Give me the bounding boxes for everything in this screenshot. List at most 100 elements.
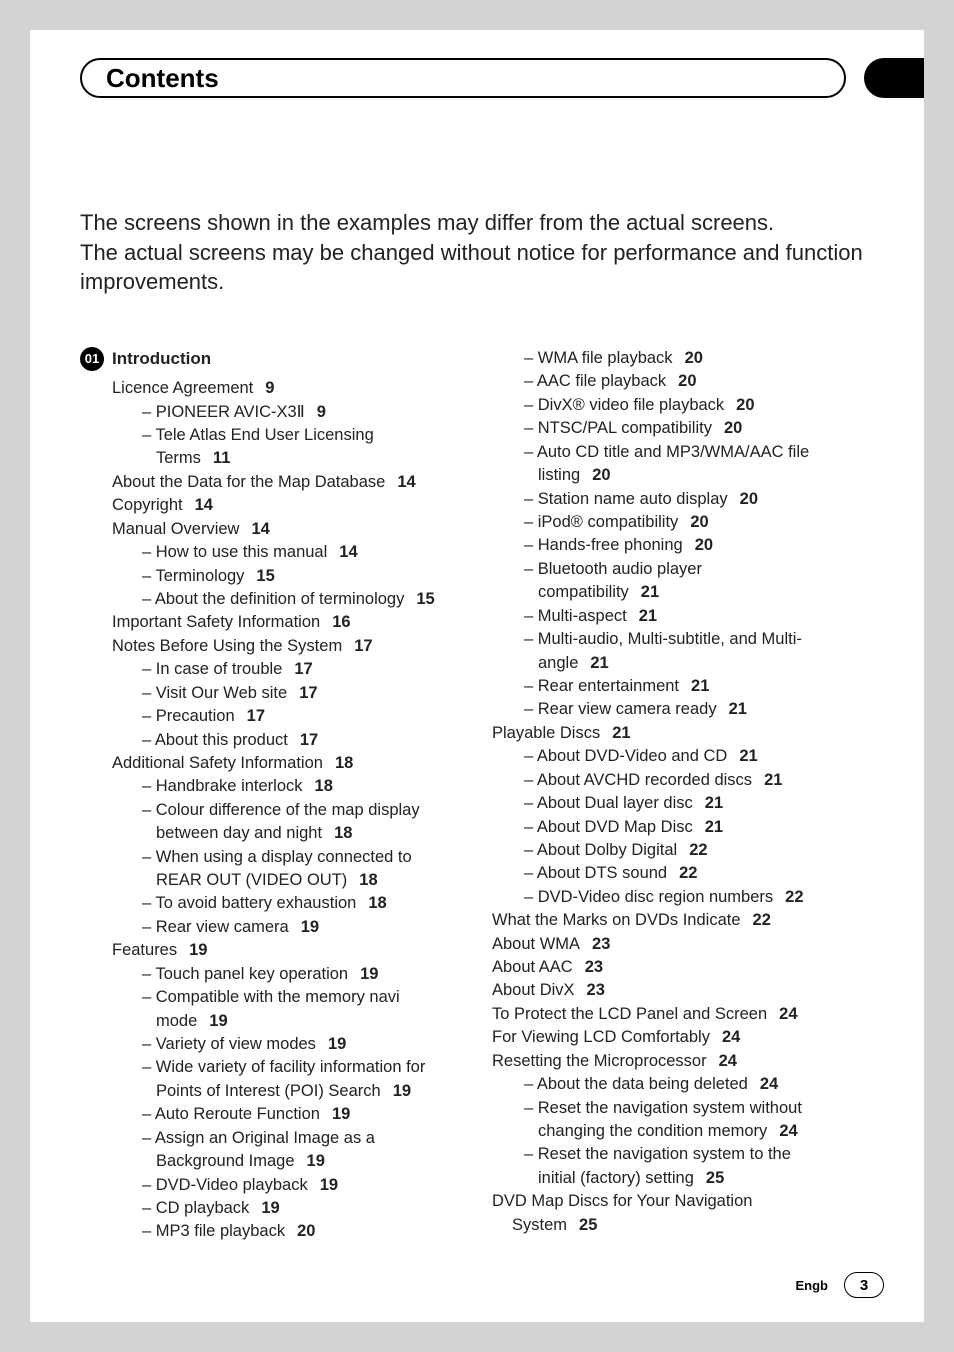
toc-entry-text: Manual Overview (112, 520, 239, 538)
toc-entry-page: 15 (256, 567, 274, 585)
toc-entry-page: 20 (724, 419, 742, 437)
toc-entry: Notes Before Using the System17 (112, 635, 482, 658)
toc-entry: angle21 (538, 652, 894, 675)
toc-entry: About DivX23 (492, 979, 894, 1002)
toc-entry-text: REAR OUT (VIDEO OUT) (156, 871, 347, 889)
toc-entry-page: 23 (592, 935, 610, 953)
toc-entry: To Protect the LCD Panel and Screen24 (492, 1003, 894, 1026)
toc-entry-page: 22 (679, 864, 697, 882)
toc-entry: – MP3 file playback 20 (142, 1220, 482, 1243)
toc-entry-text: – Reset the navigation system to the (524, 1145, 791, 1163)
toc-entry: – About the data being deleted24 (524, 1073, 894, 1096)
toc-entry-text: – Rear view camera ready (524, 700, 717, 718)
toc-entry-page: 20 (695, 536, 713, 554)
toc-entry-text: What the Marks on DVDs Indicate (492, 911, 741, 929)
toc-entry-page: 19 (320, 1176, 338, 1194)
toc-entry: – Compatible with the memory navi (142, 986, 482, 1009)
toc-entry-page: 24 (779, 1122, 797, 1140)
toc-entry-text: Background Image (156, 1152, 295, 1170)
toc-entry: – NTSC/PAL compatibility20 (524, 417, 894, 440)
toc-entry: – Visit Our Web site17 (142, 682, 482, 705)
toc-entry-page: 21 (764, 771, 782, 789)
toc-entry-page: 21 (612, 724, 630, 742)
toc-entry-text: Licence Agreement (112, 379, 253, 397)
toc-entry-text: angle (538, 654, 578, 672)
toc-entry: – About DVD Map Disc21 (524, 816, 894, 839)
toc-entry-page: 21 (705, 818, 723, 836)
toc-entry: – About DTS sound22 (524, 862, 894, 885)
intro-text: The screens shown in the examples may di… (80, 208, 874, 297)
toc-entry-text: – Multi-audio, Multi-subtitle, and Multi… (524, 630, 802, 648)
toc-entry: Additional Safety Information18 (112, 752, 482, 775)
chapter-heading: 01 Introduction (80, 347, 482, 371)
toc-entry-text: – About Dual layer disc (524, 794, 693, 812)
title-container: Contents (80, 58, 846, 98)
toc-entry: – Wide variety of facility information f… (142, 1056, 482, 1079)
toc-entry-text: – DVD-Video playback (142, 1176, 308, 1194)
toc-entry-page: 20 (678, 372, 696, 390)
toc-entry-text: – DivX® video file playback (524, 396, 724, 414)
toc-entry-page: 18 (334, 824, 352, 842)
toc-entry-text: – Handbrake interlock (142, 777, 303, 795)
toc-entry-text: – Colour difference of the map display (142, 801, 420, 819)
toc-entry-page: 21 (641, 583, 659, 601)
toc-entry: – PIONEER AVIC-X3Ⅱ9 (142, 401, 482, 424)
toc-entry-text: – AAC file playback (524, 372, 666, 390)
toc-entry-text: – Reset the navigation system without (524, 1099, 802, 1117)
toc-entry: – Terminology15 (142, 565, 482, 588)
toc-entry-text: – Multi-aspect (524, 607, 627, 625)
toc-entry: Points of Interest (POI) Search 19 (156, 1080, 482, 1103)
toc-entry: – Rear view camera ready 21 (524, 698, 894, 721)
toc-entry-page: 25 (579, 1216, 597, 1234)
toc-entry-text: – About Dolby Digital (524, 841, 677, 859)
toc-entry-text: compatibility (538, 583, 629, 601)
toc-entry-text: About WMA (492, 935, 580, 953)
toc-entry: – DVD-Video disc region numbers22 (524, 886, 894, 909)
toc-entry-page: 23 (585, 958, 603, 976)
toc-entry: changing the condition memory 24 (538, 1120, 894, 1143)
chapter-badge: 01 (80, 347, 104, 371)
toc-entry-text: – To avoid battery exhaustion (142, 894, 356, 912)
toc-entry: listing20 (538, 464, 894, 487)
toc-entry-text: – Precaution (142, 707, 235, 725)
toc-entry-page: 17 (354, 637, 372, 655)
toc-entry-text: – Hands-free phoning (524, 536, 683, 554)
toc-entry-page: 24 (719, 1052, 737, 1070)
toc-entry-text: – Station name auto display (524, 490, 728, 508)
toc-entry-text: – MP3 file playback (142, 1222, 285, 1240)
toc-entry-page: 19 (261, 1199, 279, 1217)
toc-entry: – WMA file playback20 (524, 347, 894, 370)
toc-entry: – About DVD-Video and CD21 (524, 745, 894, 768)
toc-entry-text: listing (538, 466, 580, 484)
toc-entry-page: 18 (315, 777, 333, 795)
toc-entry-page: 14 (195, 496, 213, 514)
toc-entry: – Rear entertainment21 (524, 675, 894, 698)
toc-entry-page: 19 (189, 941, 207, 959)
contents-columns: 01 Introduction Licence Agreement9– PION… (80, 347, 894, 1244)
toc-entry: – Precaution17 (142, 705, 482, 728)
toc-entry-text: – About the definition of terminology (142, 590, 404, 608)
toc-entry-text: To Protect the LCD Panel and Screen (492, 1005, 767, 1023)
toc-entry-text: – About the data being deleted (524, 1075, 748, 1093)
toc-entry-page: 21 (729, 700, 747, 718)
toc-entry-text: changing the condition memory (538, 1122, 767, 1140)
toc-entry: Playable Discs 21 (492, 722, 894, 745)
toc-entry-text: initial (factory) setting (538, 1169, 694, 1187)
toc-entry-page: 22 (753, 911, 771, 929)
toc-entry-text: Points of Interest (POI) Search (156, 1082, 381, 1100)
toc-entry: REAR OUT (VIDEO OUT)18 (156, 869, 482, 892)
toc-entry-page: 15 (416, 590, 434, 608)
toc-entry: Important Safety Information16 (112, 611, 482, 634)
toc-entry: About the Data for the Map Database14 (112, 471, 482, 494)
toc-entry: mode19 (156, 1010, 482, 1033)
toc-entry-text: About AAC (492, 958, 573, 976)
toc-entry: – About Dolby Digital22 (524, 839, 894, 862)
toc-entry: – Reset the navigation system to the (524, 1143, 894, 1166)
toc-entry-page: 19 (393, 1082, 411, 1100)
toc-entry: What the Marks on DVDs Indicate 22 (492, 909, 894, 932)
toc-entry-text: Playable Discs (492, 724, 600, 742)
toc-entry-page: 20 (297, 1222, 315, 1240)
toc-entry: – How to use this manual14 (142, 541, 482, 564)
toc-entry-page: 20 (690, 513, 708, 531)
toc-entry-page: 19 (328, 1035, 346, 1053)
